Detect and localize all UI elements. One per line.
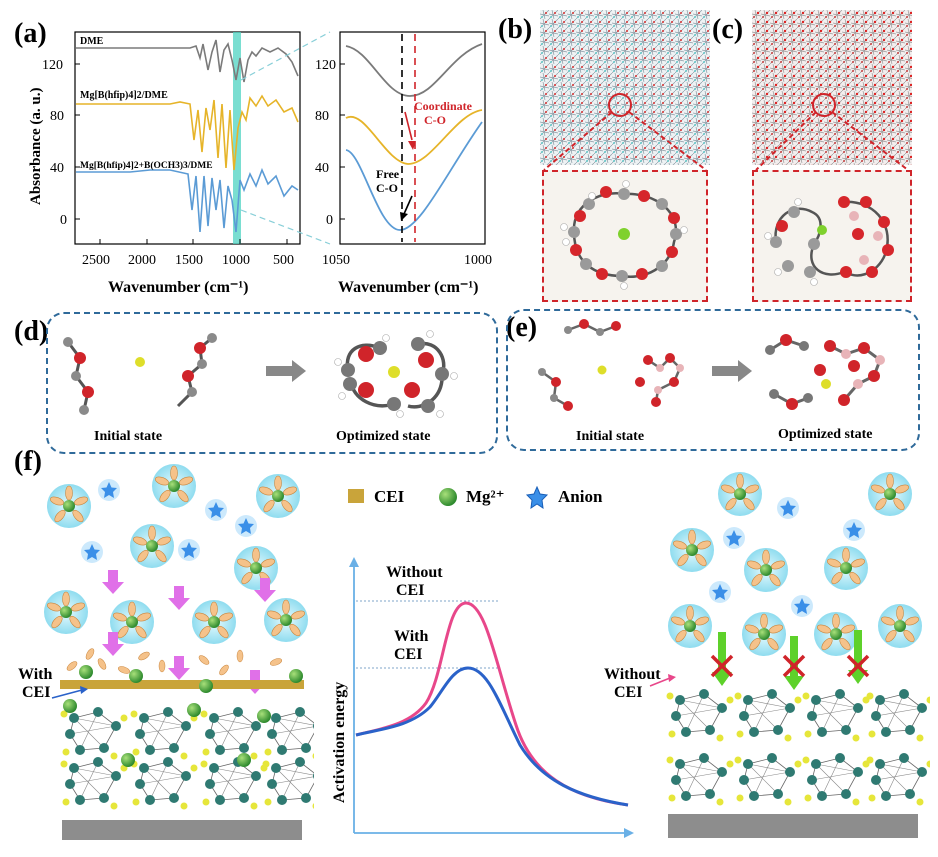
panel-e-molecules (538, 319, 885, 411)
with-cei-label-2: CEI (22, 684, 51, 701)
curve-without-label: Without (386, 564, 443, 581)
panel-label-d: (d) (14, 316, 49, 347)
coord-arrow (404, 111, 413, 141)
panel-label-a: (a) (14, 18, 47, 49)
md-snapshot-c (752, 10, 912, 170)
panel-e-initial-label: Initial state (576, 429, 645, 444)
zoom-ytick: 80 (315, 109, 329, 124)
ftir-ytick: 80 (50, 109, 64, 124)
ftir-xtick: 2500 (82, 253, 110, 268)
zoom-plot-frame (339, 31, 486, 245)
solvation-zoom-box-c (752, 170, 912, 302)
ftir-ylabel: Absorbance (a. u.) (28, 87, 44, 205)
annot-free: Free (376, 167, 400, 181)
solvation-structure-c (764, 196, 894, 286)
mg-ion (135, 357, 145, 367)
process-arrow (266, 366, 294, 376)
without-cei-label: Without (604, 666, 661, 683)
schematic-without-cei (649, 471, 930, 838)
panel-label-f: (f) (14, 446, 42, 477)
activation-energy-chart: Activation energy (331, 557, 634, 838)
zoom-series-mghfip (345, 109, 483, 165)
panel-e-box (506, 309, 920, 451)
series-mghfip-line (76, 94, 299, 171)
process-arrow (712, 366, 740, 376)
ftir-plot-frame (74, 31, 301, 245)
ftir-xtick: 1500 (175, 253, 203, 268)
legend-mg-label: Mg²⁺ (466, 487, 505, 506)
zoom-connector-bottom (240, 209, 331, 245)
current-collector (62, 820, 302, 840)
zoom-series-mgboch (345, 121, 483, 231)
legend-cei-label: CEI (374, 487, 405, 506)
panel-d-optimized-label: Optimized state (336, 429, 431, 444)
panel-label-b: (b) (498, 14, 533, 45)
solvation-highlight-circle (608, 93, 632, 117)
ftir-chart: Absorbance (a. u.) Wavenumber (cm⁻¹) 120… (28, 31, 492, 296)
legend-cei-swatch (348, 489, 364, 503)
cei-layer (60, 680, 304, 689)
panel-label-c: (c) (712, 14, 744, 45)
annot-coordinate-co: C-O (424, 113, 446, 127)
zoom-connector-top (240, 31, 331, 81)
series-mgboch-line (76, 167, 299, 233)
legend-anion-swatch (525, 486, 549, 510)
without-cei-label-2: CEI (614, 684, 643, 701)
zoom-xtick: 1000 (464, 253, 492, 268)
mg-ion (618, 228, 630, 240)
with-cei-label: With (18, 666, 53, 683)
zoom-ytick: 120 (315, 58, 336, 73)
panel-e-optimized-label: Optimized state (778, 427, 873, 442)
panel-d-initial-label: Initial state (94, 429, 163, 444)
panel-d-molecules (63, 330, 458, 418)
legend-anion-label: Anion (558, 487, 603, 506)
schematic-with-cei (43, 463, 314, 840)
ftir-ytick: 0 (60, 213, 67, 228)
current-collector (668, 814, 918, 838)
ftir-ytick: 120 (42, 58, 63, 73)
series-label-mghfip: Mg[B(hfip)4]2/DME (80, 90, 168, 101)
mg-ion (817, 225, 827, 235)
panel-d-box (46, 312, 498, 454)
curve-with-label: With (394, 628, 429, 645)
curve-with-cei (355, 666, 629, 807)
mg-ion (821, 379, 831, 389)
zoom-ytick: 40 (315, 161, 329, 176)
curve-with-label-2: CEI (394, 646, 423, 663)
annot-free-co: C-O (376, 181, 398, 195)
ftir-xlabel: Wavenumber (cm⁻¹) (108, 279, 248, 296)
ftir-xtick: 500 (273, 253, 294, 268)
solvation-highlight-circle (812, 93, 836, 117)
zoom-xlabel: Wavenumber (cm⁻¹) (338, 279, 478, 296)
series-label-dme: DME (80, 36, 104, 47)
series-dme-line (76, 39, 299, 83)
legend-mg-swatch (439, 488, 457, 506)
coord-arrowhead (408, 141, 416, 150)
ftir-xtick: 1000 (222, 253, 250, 268)
curve-without-cei (355, 601, 629, 807)
series-label-mgboch: Mg[B(hfip)4]2+B(OCH3)3/DME (80, 160, 213, 171)
annot-coordinate: Coordinate (414, 99, 473, 113)
zoom-series-dme (345, 43, 483, 97)
free-arrow (403, 195, 413, 215)
solvation-structure-b (560, 180, 688, 290)
curve-without-label-2: CEI (396, 582, 425, 599)
zoom-ytick: 0 (326, 213, 333, 228)
ftir-xtick: 2000 (128, 253, 156, 268)
energy-ylabel: Activation energy (331, 682, 348, 803)
ftir-ticks (75, 63, 288, 244)
md-snapshot-b (540, 10, 710, 170)
ftir-ytick: 40 (50, 161, 64, 176)
free-arrowhead (400, 212, 408, 221)
mg-ion (597, 365, 607, 375)
mg-ion (388, 366, 400, 378)
zoom-xtick: 1050 (322, 253, 350, 268)
zoom-ticks (340, 63, 345, 220)
